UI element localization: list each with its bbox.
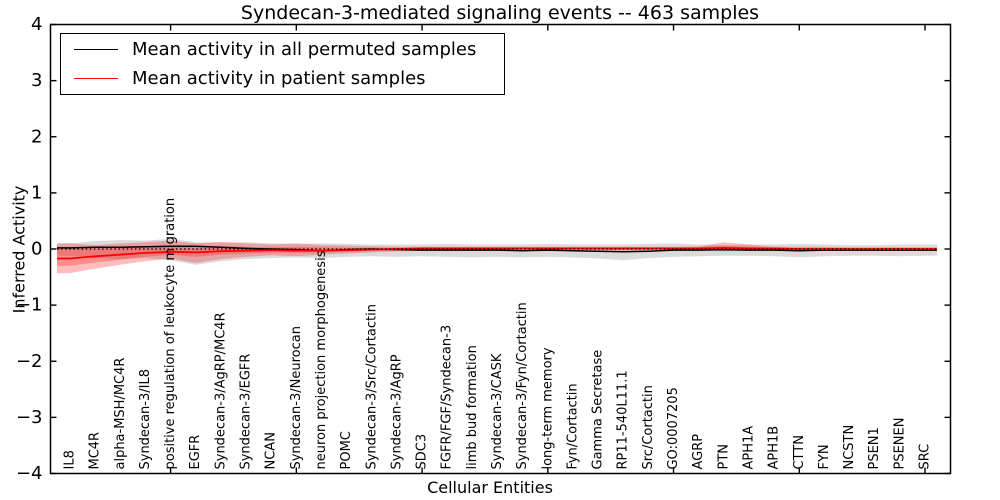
x-category-label: PTN	[716, 444, 731, 470]
x-category-label: EGFR	[188, 435, 203, 470]
y-tick-label: −3	[16, 407, 43, 428]
legend-label-patient: Mean activity in patient samples	[132, 68, 426, 90]
x-category-label: Syndecan-3/Neurocan	[289, 326, 304, 469]
x-category-label: FGFR/FGF/Syndecan-3	[440, 325, 455, 470]
x-category-label: Gamma Secretase	[591, 350, 606, 470]
x-category-label: GO:0007205	[666, 387, 681, 469]
x-category-label: Syndecan-3/AgRP/MC4R	[213, 312, 228, 469]
x-category-label: long-term memory	[540, 347, 555, 469]
y-tick-label: 2	[31, 126, 42, 147]
y-axis-label: Inferred Activity	[9, 185, 29, 314]
y-tick-label: −4	[16, 463, 43, 484]
x-category-label: Fyn/Cortactin	[565, 383, 580, 469]
x-category-label: APH1A	[741, 426, 756, 470]
x-category-label: Syndecan-3/IL8	[138, 369, 153, 469]
x-category-label: NCSTN	[842, 425, 857, 470]
x-category-label: FYN	[817, 444, 832, 469]
legend-item-permuted: Mean activity in all permuted samples	[61, 35, 504, 63]
legend-line-patient-icon	[74, 78, 118, 80]
series-line-permuted	[57, 245, 937, 253]
x-category-label: SRC	[918, 444, 933, 470]
x-category-label: PSEN1	[867, 427, 882, 469]
x-category-label: neuron projection morphogenesis	[314, 250, 329, 469]
x-category-label: IL8	[63, 450, 78, 469]
x-category-label: Src/Cortactin	[641, 385, 656, 469]
y-tick-label: −1	[16, 295, 43, 316]
x-category-label: Syndecan-3/CASK	[490, 353, 505, 469]
x-category-label: Syndecan-3/Fyn/Cortactin	[515, 302, 530, 469]
y-tick-label: 4	[31, 14, 42, 35]
x-category-label: alpha-MSH/MC4R	[113, 358, 128, 470]
x-category-label: CTTN	[792, 435, 807, 469]
legend: Mean activity in all permuted samples Me…	[60, 33, 505, 95]
chart-title: Syndecan-3-mediated signaling events -- …	[240, 2, 760, 24]
legend-line-permuted-icon	[74, 48, 118, 50]
x-category-label: Syndecan-3/Src/Cortactin	[364, 304, 379, 470]
x-category-label: positive regulation of leukocyte migrati…	[163, 198, 178, 470]
x-category-label: PSENEN	[892, 418, 907, 470]
legend-label-permuted: Mean activity in all permuted samples	[132, 38, 477, 60]
legend-item-patient: Mean activity in patient samples	[61, 65, 504, 93]
y-tick-label: 1	[31, 182, 42, 203]
x-category-label: RP11-540L11.1	[616, 370, 631, 469]
y-tick-label: 3	[31, 70, 42, 91]
y-tick-label: −2	[16, 351, 43, 372]
x-category-label: Syndecan-3/AgRP	[389, 354, 404, 469]
x-category-label: AGRP	[691, 434, 706, 470]
x-category-label: POMC	[339, 431, 354, 469]
x-category-label: APH1B	[767, 426, 782, 470]
x-category-label: NCAN	[264, 432, 279, 469]
band-permuted-sample-range	[57, 238, 937, 265]
x-axis-label: Cellular Entities	[427, 478, 553, 497]
x-category-label: limb bud formation	[465, 345, 480, 469]
x-category-label: MC4R	[88, 432, 103, 470]
x-category-label: SDC3	[415, 434, 430, 470]
y-tick-label: 0	[31, 239, 42, 260]
x-category-label: Syndecan-3/EGFR	[239, 354, 254, 470]
